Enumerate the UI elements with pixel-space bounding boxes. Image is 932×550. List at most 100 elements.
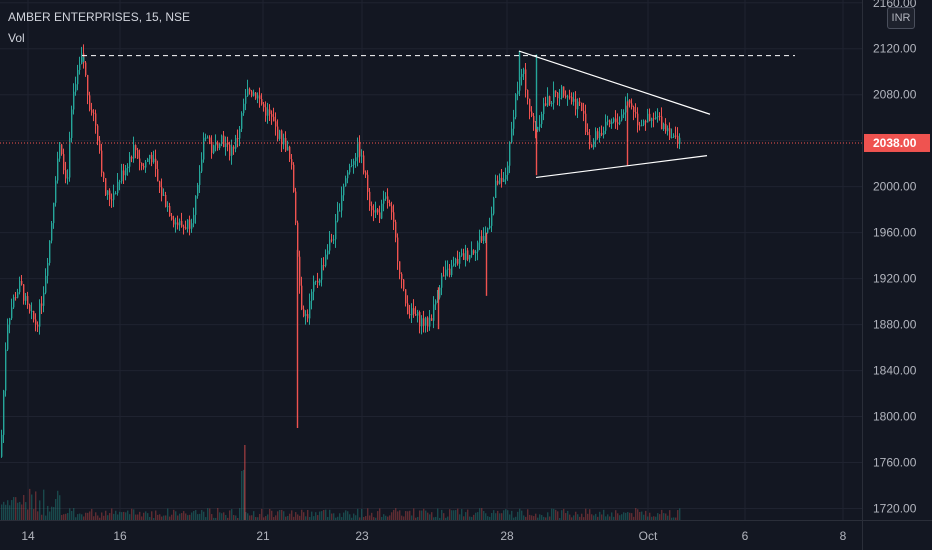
candle-body — [215, 142, 217, 146]
volume-bar — [583, 517, 585, 520]
volume-bar — [83, 516, 85, 520]
candle-body — [281, 130, 283, 145]
candle-body — [297, 222, 299, 257]
volume-bar — [361, 508, 363, 520]
volume-bar — [517, 511, 519, 520]
volume-bar — [49, 511, 51, 520]
volume-bar — [565, 513, 567, 520]
volume-bar — [521, 510, 523, 520]
volume-bar — [643, 514, 645, 520]
volume-bar — [177, 515, 179, 520]
volume-bar — [125, 512, 127, 520]
volume-bar — [61, 514, 63, 520]
volume-bar — [443, 513, 445, 520]
candle-body — [571, 96, 573, 102]
volume-bar — [1, 504, 3, 520]
candle-body — [497, 180, 499, 184]
volume-bar — [91, 508, 93, 520]
volume-bar — [575, 511, 577, 520]
candle-body — [403, 279, 405, 290]
candle-body — [69, 137, 71, 178]
candle-body — [191, 223, 193, 229]
volume-bar — [371, 512, 373, 520]
candle-body — [373, 210, 375, 213]
volume-bar — [165, 515, 167, 520]
volume-bar — [597, 516, 599, 520]
candle-body — [429, 318, 431, 327]
candle-body — [597, 131, 599, 139]
volume-bar — [469, 516, 471, 520]
candle-body — [433, 304, 435, 321]
volume-bar — [141, 516, 143, 520]
candle-body — [347, 172, 349, 179]
volume-bar — [393, 509, 395, 520]
volume-bar — [115, 510, 117, 520]
candle-body — [411, 308, 413, 316]
volume-bar — [313, 516, 315, 520]
candle-body — [39, 303, 41, 327]
volume-bar — [151, 511, 153, 520]
candle-body — [561, 86, 563, 98]
candle-body — [589, 135, 591, 145]
volume-bar — [111, 508, 113, 520]
volume-bar — [167, 508, 169, 520]
volume-bar — [617, 513, 619, 520]
currency-badge[interactable]: INR — [887, 7, 915, 29]
volume-bar — [305, 516, 307, 520]
candle-body — [259, 95, 261, 100]
candle-body — [187, 219, 189, 229]
volume-bar — [487, 516, 489, 520]
candle-body — [247, 88, 249, 96]
volume-bar — [13, 497, 15, 520]
volume-bar — [95, 512, 97, 520]
candle-body — [495, 180, 497, 198]
candle-body — [63, 154, 65, 171]
candle-body — [663, 123, 665, 130]
candle-body — [675, 135, 677, 137]
candle-body — [423, 318, 425, 326]
volume-bar — [53, 507, 55, 520]
candle-body — [273, 116, 275, 122]
volume-bar — [85, 512, 87, 520]
candle-body — [345, 178, 347, 187]
candle-body — [251, 91, 253, 96]
candle-body — [175, 222, 177, 225]
candle-body — [209, 137, 211, 142]
volume-bar — [271, 510, 273, 520]
candle-body — [379, 212, 381, 219]
candle-body — [197, 185, 199, 196]
volume-bar — [603, 509, 605, 520]
candle-body — [677, 135, 679, 144]
candle-body — [205, 137, 207, 139]
candle-body — [455, 258, 457, 264]
price-axis[interactable]: 1720.00 1760.00 1800.00 1840.00 1880.00 1920.… — [862, 0, 931, 550]
candle-body — [679, 137, 681, 144]
volume-bar — [229, 510, 231, 520]
candle-body — [165, 194, 167, 207]
volume-bar — [291, 510, 293, 520]
volume-bar — [65, 513, 67, 520]
volume-bar — [547, 512, 549, 520]
candle-body — [483, 235, 485, 241]
candle-body — [491, 213, 493, 226]
candlesticks — [1, 44, 681, 458]
volume-indicator-label[interactable]: Vol — [8, 31, 25, 45]
candle-body — [287, 146, 289, 151]
candle-body — [269, 109, 271, 115]
candle-body — [43, 292, 45, 306]
candle-body — [523, 69, 525, 74]
y-tick-label: 1720.00 — [873, 502, 917, 516]
candle-body — [643, 120, 645, 125]
candle-body — [131, 156, 133, 159]
candle-body — [537, 126, 539, 131]
time-axis[interactable]: 14 16 21 23 28 Oct 6 8 — [0, 520, 932, 544]
volume-bar — [507, 510, 509, 520]
volume-bar — [357, 508, 359, 520]
volume-bar — [655, 516, 657, 520]
candle-body — [323, 264, 325, 266]
candle-body — [255, 92, 257, 99]
volume-bar — [561, 510, 563, 520]
candle-body — [35, 319, 37, 325]
candle-body — [559, 97, 561, 99]
